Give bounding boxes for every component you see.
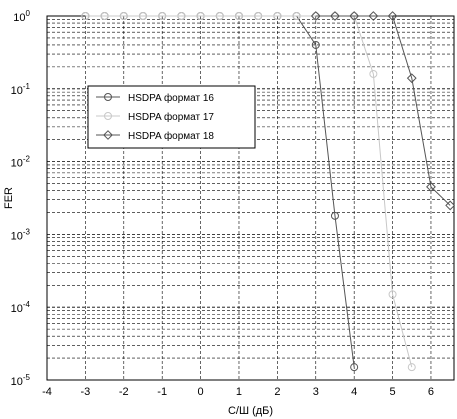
data-point bbox=[387, 11, 398, 21]
data-point bbox=[100, 12, 109, 20]
y-tick-label: 10-2 bbox=[11, 155, 31, 170]
legend-marker bbox=[104, 93, 112, 101]
data-point bbox=[138, 12, 147, 20]
x-tick-label: -3 bbox=[81, 386, 91, 398]
data-point bbox=[350, 363, 359, 372]
x-tick-label: -1 bbox=[157, 386, 167, 398]
y-tick-label: 10-3 bbox=[11, 227, 31, 242]
y-tick-label: 10-4 bbox=[11, 300, 31, 315]
data-point bbox=[311, 40, 320, 49]
series-layer bbox=[81, 11, 456, 372]
legend-marker bbox=[103, 130, 113, 140]
data-point bbox=[445, 200, 456, 211]
plot-area bbox=[46, 15, 455, 381]
x-axis: -4 -3 -2 -1 0 1 2 3 4 5 6 bbox=[42, 386, 434, 398]
x-tick-label: 1 bbox=[236, 386, 242, 398]
grid bbox=[46, 16, 454, 381]
legend: HSDPA формат 16 HSDPA формат 17 HSDPA форм… bbox=[87, 85, 256, 149]
x-tick-label: 3 bbox=[313, 386, 319, 398]
data-point bbox=[254, 12, 263, 20]
x-tick-label: 2 bbox=[274, 386, 280, 398]
data-point bbox=[310, 11, 321, 21]
x-tick-label: 5 bbox=[390, 386, 396, 398]
data-point bbox=[426, 181, 436, 192]
data-point bbox=[81, 12, 90, 20]
x-tick-label: -4 bbox=[42, 386, 52, 398]
data-point bbox=[292, 12, 301, 20]
x-tick-label: 4 bbox=[351, 386, 357, 398]
legend-label: HSDPA формат 17 bbox=[128, 111, 214, 123]
x-tick-label: 6 bbox=[428, 386, 434, 398]
y-axis-label: FER bbox=[3, 187, 15, 209]
data-point bbox=[369, 69, 378, 78]
data-point bbox=[158, 12, 167, 20]
data-point bbox=[388, 290, 397, 299]
legend-label: HSDPA формат 16 bbox=[128, 92, 214, 104]
legend-marker bbox=[104, 112, 112, 120]
data-point bbox=[407, 363, 416, 372]
data-point bbox=[349, 11, 360, 21]
data-point bbox=[196, 12, 205, 20]
x-axis-label: С/Ш (дБ) bbox=[228, 405, 273, 417]
x-tick-label: 0 bbox=[198, 386, 204, 398]
y-tick-label: 10-5 bbox=[11, 373, 31, 388]
x-tick-label: -2 bbox=[119, 386, 129, 398]
y-axis: 100 10-1 10-2 10-3 10-4 10-5 bbox=[11, 9, 31, 388]
data-point bbox=[273, 12, 282, 20]
data-point bbox=[406, 73, 417, 84]
y-tick-label: 10-1 bbox=[11, 82, 31, 97]
data-point bbox=[368, 11, 379, 21]
data-point bbox=[177, 12, 186, 20]
data-point bbox=[330, 211, 339, 220]
series-line bbox=[315, 15, 451, 206]
data-point bbox=[215, 12, 224, 20]
series-17 bbox=[81, 12, 416, 372]
series-18 bbox=[310, 11, 456, 211]
y-tick-label: 100 bbox=[13, 9, 30, 24]
data-point bbox=[119, 12, 128, 20]
data-point bbox=[330, 11, 340, 21]
legend-box bbox=[87, 85, 256, 149]
data-point bbox=[234, 12, 243, 20]
series-16 bbox=[81, 12, 359, 372]
legend-label: HSDPA формат 18 bbox=[128, 130, 214, 142]
